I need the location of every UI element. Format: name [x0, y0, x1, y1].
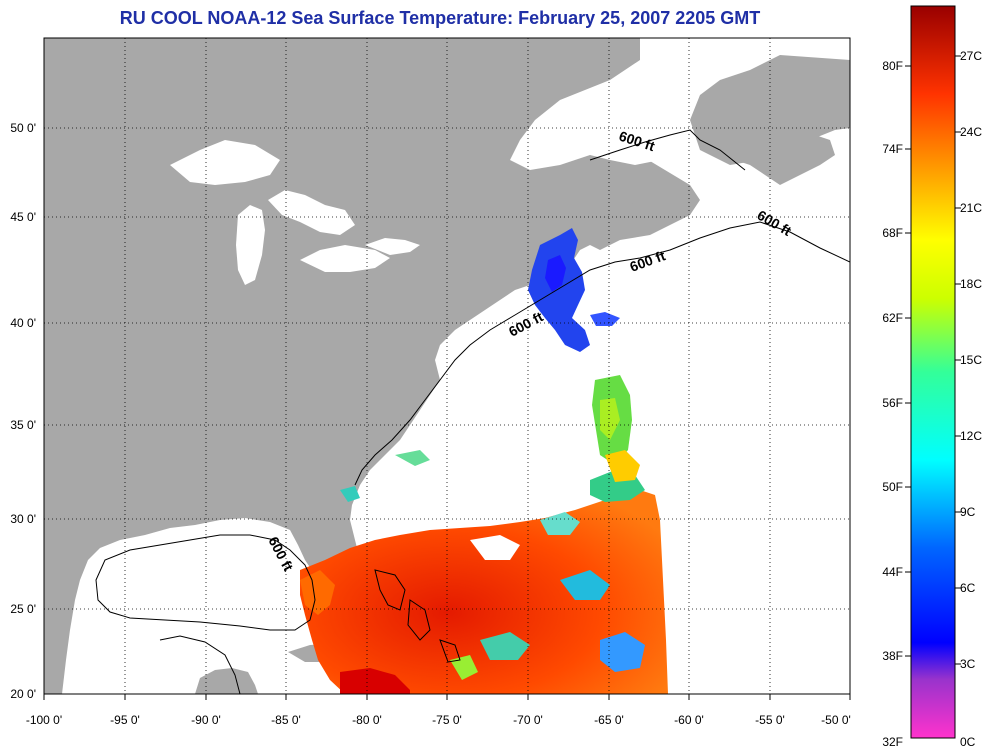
lon-tick-label: -60 0' [674, 713, 704, 727]
lon-tick-label: -55 0' [755, 713, 785, 727]
colorbar [910, 5, 956, 739]
colorbar-c-label: 27C [960, 49, 982, 63]
lon-tick-label: -80 0' [352, 713, 382, 727]
colorbar-c-label: 0C [960, 735, 976, 749]
lon-tick-label: -95 0' [110, 713, 140, 727]
sst-warm-swath [300, 490, 668, 694]
yucatan-land [195, 668, 258, 694]
lon-tick-label: -90 0' [191, 713, 221, 727]
lat-tick-label: 50 0' [10, 121, 36, 135]
lon-tick-label: -65 0' [594, 713, 624, 727]
colorbar-c-label: 3C [960, 657, 976, 671]
newfoundland-land [700, 80, 835, 185]
colorbar-c-label: 18C [960, 277, 982, 291]
grid-lines [44, 38, 850, 694]
lon-tick-label: -75 0' [432, 713, 462, 727]
colorbar-f-label: 32F [882, 735, 903, 749]
lon-tick-label: -50 0' [821, 713, 851, 727]
lon-tick-label: -85 0' [271, 713, 301, 727]
lat-tick-label: 25 0' [10, 602, 36, 616]
lat-tick-label: 40 0' [10, 316, 36, 330]
lat-tick-label: 35 0' [10, 418, 36, 432]
colorbar-c-label: 9C [960, 505, 976, 519]
map-title: RU COOL NOAA-12 Sea Surface Temperature:… [119, 8, 761, 28]
colorbar-f-label: 74F [882, 142, 903, 156]
colorbar-c-label: 12C [960, 429, 982, 443]
colorbar-c-label: 6C [960, 581, 976, 595]
colorbar-c-label: 15C [960, 353, 982, 367]
bahamas-outline [374, 569, 461, 663]
colorbar-f-label: 38F [882, 649, 903, 663]
colorbar-c-label: 21C [960, 201, 982, 215]
isobath-600ft [95, 129, 850, 694]
lat-tick-label: 30 0' [10, 512, 36, 526]
colorbar-c-label: 24C [960, 125, 982, 139]
colorbar-f-label: 80F [882, 59, 903, 73]
lat-tick-label: 45 0' [10, 210, 36, 224]
lon-tick-label: -70 0' [513, 713, 543, 727]
colorbar-f-label: 68F [882, 226, 903, 240]
colorbar-f-label: 44F [882, 565, 903, 579]
lon-tick-label: -100 0' [26, 713, 62, 727]
lat-tick-label: 20 0' [10, 687, 36, 701]
colorbar-ticks [905, 55, 961, 665]
colorbar-f-label: 50F [882, 480, 903, 494]
x-tick-marks [43, 694, 851, 700]
sst-cold-patch [528, 228, 590, 352]
colorbar-f-label: 56F [882, 396, 903, 410]
colorbar-f-label: 62F [882, 311, 903, 325]
great-lakes [170, 140, 420, 285]
